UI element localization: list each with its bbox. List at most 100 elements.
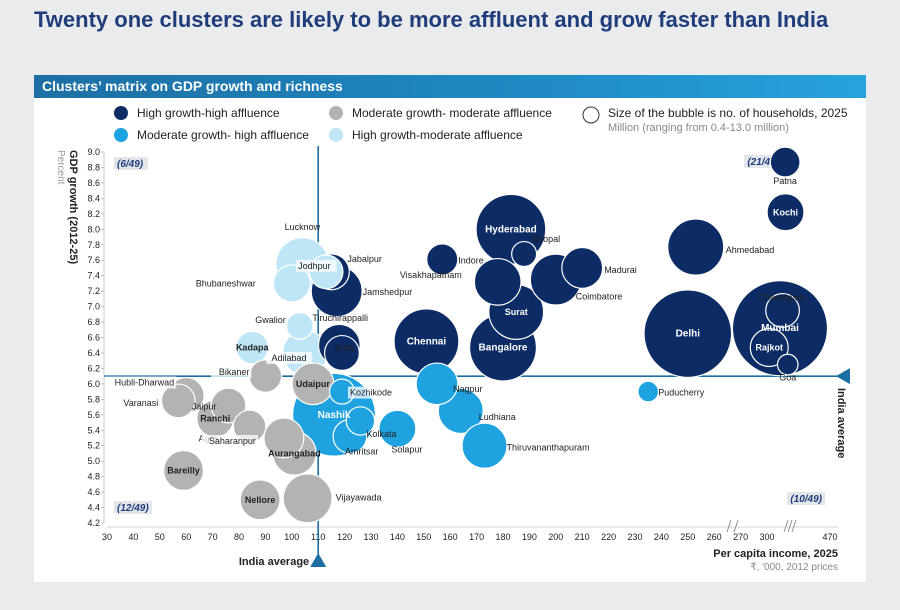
bubble-label-jaipur: Jaipur [192,402,217,412]
y-tick-label: 7.2 [87,286,100,296]
legend-size-swatch [582,106,600,124]
x-tick-label: 170 [469,532,484,542]
bubble-visakhapatnam [473,257,522,306]
bubble-label-chennai: Chennai [407,336,447,347]
y-tick-label: 5.6 [87,410,100,420]
y-tick-label: 8.6 [87,178,100,188]
bubble-ahmedabad [667,218,725,276]
y-tick-label: 7.6 [87,255,100,265]
legend-swatch-4 [329,128,343,142]
y-tick-label: 7.4 [87,271,100,281]
bubble-label-bikaner: Bikaner [219,367,250,377]
bubble-label-varanasi: Varanasi [123,398,158,408]
bubble-label-nellore: Nellore [245,495,276,505]
x-axis-break-mark [783,519,789,533]
quadrant-label-bottom-right: (10/49) [790,494,822,505]
bubble-rajkot [749,327,789,368]
y-tick-label: 5.4 [87,425,100,435]
x-tick-label: 470 [822,532,837,542]
bubble-goa [776,353,799,376]
y-tick-label: 6.4 [87,348,100,358]
x-tick-label: 50 [155,532,165,542]
y-tick-label: 6.6 [87,333,100,343]
bubble-label-jabalpur: Jabalpur [347,254,382,264]
x-tick-label: 100 [284,532,299,542]
bubble-nagpur [415,362,459,406]
x-tick-label: 40 [128,532,138,542]
bubble-nellore [239,479,281,521]
bubble-label-bg [266,351,312,364]
x-tick-label: 200 [548,532,563,542]
bubble-varanasi [160,383,196,419]
bubble-label-indore: Indore [458,255,484,265]
bubble-label-bg [104,376,177,389]
y-tick-label: 9.0 [87,147,100,157]
x-tick-label: 160 [443,532,458,542]
bubble-label-bg [201,434,258,447]
bubble-label-bg [191,277,258,290]
bubble-label-hyderabad: Hyderabad [485,224,537,235]
bubble-bhubaneshwar [272,264,311,303]
quadrant-label-top-left: (6/49) [117,159,144,170]
bubble-label-goa: Goa [779,373,796,383]
quadrant-label-bg [787,492,825,505]
bubble-label-thiruvananthapuram: Thiruvananthapuram [507,443,590,453]
bubble-label-jamshedpur: Jamshedpur [363,287,413,297]
bubble-label-saharanpur: Saharanpur [209,436,256,446]
x-tick-label: 70 [208,532,218,542]
india-average-x-arrow [310,553,327,567]
legend-label-1: High growth-high affluence [137,106,280,120]
y-tick-label: 6.8 [87,317,100,327]
bubble-bareilly [163,449,205,491]
bubble-label-coimbatore: Coimbatore [576,292,623,302]
y-tick-label: 8.8 [87,162,100,172]
bubble-label-bhubaneshwar: Bhubaneshwar [196,278,256,288]
x-tick-label: 240 [654,532,669,542]
bubble-label-visakhapatnam: Visakhapatnam [400,270,462,280]
x-axis-break-mark [787,519,793,533]
x-axis-break-mark [733,519,739,533]
bubble-indore [426,243,459,276]
bubble-vijayawada [282,473,333,524]
bubble-label-gwalior: Gwalior [255,315,286,325]
legend-label-3: Moderate growth- high affluence [137,128,309,142]
bubble-label-bg [296,259,337,272]
x-tick-label: 130 [363,532,378,542]
quadrant-label-top-right: (21/49) [747,157,779,168]
bubble-label-tiruchirappalli: Tiruchirappalli [312,313,368,323]
x-axis-break-mark [791,519,797,533]
bubble-label-puducherry: Puducherry [658,388,705,398]
bubble-madurai [561,246,604,289]
bubble-bikaner [248,359,283,393]
india-average-x-label: India average [239,556,309,568]
x-tick-label: 120 [337,532,352,542]
y-tick-label: 4.6 [87,487,100,497]
bubble-label-bangalore: Bangalore [479,343,528,354]
bubble-kota [323,334,360,371]
x-tick-label: 140 [390,532,405,542]
bubble-kochi [766,193,805,232]
bubble-label-chandigarh: Chandigarh [759,292,806,302]
india-average-y-label: India average [835,388,847,458]
y-tick-label: 4.2 [87,518,100,528]
bubble-label-rajkot: Rajkot [755,343,783,353]
bubble-label-bareilly: Bareilly [167,465,200,475]
bubble-label-delhi: Delhi [676,329,701,340]
chart-subtitle-banner: Clusters’ matrix on GDP growth and richn… [34,75,866,98]
bubble-label-madurai: Madurai [604,265,637,275]
bubble-delhi [643,289,733,379]
bubble-label-hubli-dharwad: Hubli-Dharwad [115,377,175,387]
bubble-patna [769,146,801,178]
x-tick-label: 180 [495,532,510,542]
bubble-label-udaipur: Udaipur [296,379,330,389]
x-tick-label: 210 [575,532,590,542]
x-tick-label: 300 [759,532,774,542]
legend-swatch-3 [114,128,128,142]
y-tick-label: 7.0 [87,302,100,312]
x-tick-label: 80 [234,532,244,542]
bubble-label-bg [247,313,288,326]
x-tick-label: 150 [416,532,431,542]
bubble-label-vijayawada: Vijayawada [336,492,382,502]
bubble-puducherry [637,380,660,403]
